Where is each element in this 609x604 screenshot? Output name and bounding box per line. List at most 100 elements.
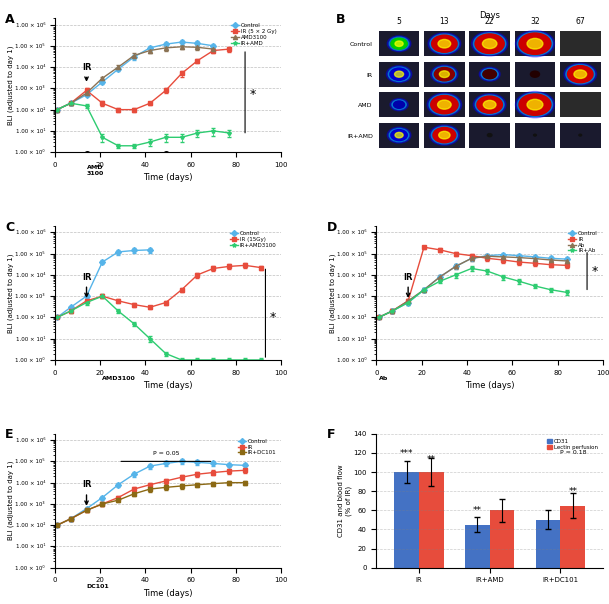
Text: F: F <box>326 428 335 442</box>
Text: IR: IR <box>82 480 91 504</box>
Circle shape <box>391 38 407 49</box>
Text: 13: 13 <box>440 17 449 26</box>
Text: *: * <box>250 88 256 101</box>
Y-axis label: CD31 and blood flow
(% of IR): CD31 and blood flow (% of IR) <box>339 464 352 537</box>
Text: 5: 5 <box>396 17 401 26</box>
Circle shape <box>391 130 407 141</box>
Circle shape <box>566 65 595 84</box>
Text: AMD
3100: AMD 3100 <box>86 165 104 176</box>
Text: C: C <box>5 220 14 234</box>
Y-axis label: BLI (adjusted to day 1): BLI (adjusted to day 1) <box>7 461 14 541</box>
Text: E: E <box>5 428 13 442</box>
Circle shape <box>517 93 552 117</box>
Circle shape <box>475 34 504 54</box>
Circle shape <box>434 68 454 81</box>
Circle shape <box>395 132 403 138</box>
Circle shape <box>475 95 504 114</box>
Text: 22: 22 <box>485 17 495 26</box>
Y-axis label: BLI (adjusted to day 1): BLI (adjusted to day 1) <box>7 253 14 333</box>
FancyBboxPatch shape <box>470 92 510 117</box>
Text: IR: IR <box>82 272 91 297</box>
Legend: CD31, Lectin perfusion: CD31, Lectin perfusion <box>544 437 600 452</box>
Circle shape <box>433 127 456 143</box>
Text: IR: IR <box>367 73 373 78</box>
Circle shape <box>473 33 506 55</box>
Text: IR: IR <box>82 63 91 80</box>
Bar <box>560 506 585 568</box>
Circle shape <box>568 66 593 83</box>
Circle shape <box>515 31 554 57</box>
FancyBboxPatch shape <box>379 92 420 117</box>
FancyBboxPatch shape <box>560 123 600 147</box>
X-axis label: Time (days): Time (days) <box>143 381 193 390</box>
FancyBboxPatch shape <box>470 123 510 147</box>
Circle shape <box>427 93 462 116</box>
Text: AMD3100: AMD3100 <box>102 376 136 381</box>
Text: DC101: DC101 <box>86 583 109 589</box>
Circle shape <box>479 67 500 81</box>
Circle shape <box>430 34 459 54</box>
Circle shape <box>438 39 451 48</box>
Text: P = 0.18: P = 0.18 <box>560 450 586 455</box>
Circle shape <box>432 66 456 82</box>
Text: B: B <box>336 13 345 26</box>
X-axis label: Time (days): Time (days) <box>143 173 193 182</box>
Bar <box>536 520 560 568</box>
Text: **: ** <box>427 455 436 464</box>
Text: Days: Days <box>479 11 500 20</box>
FancyBboxPatch shape <box>560 92 600 117</box>
FancyBboxPatch shape <box>470 31 510 56</box>
Circle shape <box>387 127 411 143</box>
Circle shape <box>527 99 543 110</box>
FancyBboxPatch shape <box>379 62 420 86</box>
Legend: Control, IR (5 × 2 Gy), AMD3100, IR+AMD: Control, IR (5 × 2 Gy), AMD3100, IR+AMD <box>228 21 278 48</box>
Circle shape <box>432 35 457 52</box>
Circle shape <box>393 101 404 108</box>
Legend: Control, IR (15Gy), IR+AMD3100: Control, IR (15Gy), IR+AMD3100 <box>227 229 278 250</box>
Circle shape <box>390 68 408 80</box>
FancyBboxPatch shape <box>424 123 465 147</box>
Circle shape <box>395 41 403 47</box>
FancyBboxPatch shape <box>470 62 510 86</box>
Text: 67: 67 <box>576 17 585 26</box>
Circle shape <box>564 63 597 85</box>
Circle shape <box>579 134 582 136</box>
Circle shape <box>483 69 496 79</box>
Text: 32: 32 <box>530 17 540 26</box>
Circle shape <box>389 129 409 142</box>
Circle shape <box>515 92 554 118</box>
Circle shape <box>431 65 458 83</box>
Circle shape <box>481 68 498 80</box>
Text: IR+AMD: IR+AMD <box>347 134 373 139</box>
Text: Ab: Ab <box>379 376 388 381</box>
Circle shape <box>428 33 460 55</box>
Text: D: D <box>326 220 337 234</box>
Circle shape <box>389 37 409 50</box>
FancyBboxPatch shape <box>379 123 420 147</box>
FancyBboxPatch shape <box>515 31 555 56</box>
Text: AMD: AMD <box>358 103 373 108</box>
FancyBboxPatch shape <box>424 92 465 117</box>
Circle shape <box>431 95 458 114</box>
Text: IR: IR <box>403 272 413 297</box>
Bar <box>490 510 515 568</box>
Circle shape <box>395 71 404 77</box>
Circle shape <box>438 131 450 139</box>
Circle shape <box>530 71 540 77</box>
Circle shape <box>438 100 451 109</box>
Circle shape <box>519 33 551 54</box>
Bar <box>419 472 444 568</box>
FancyBboxPatch shape <box>515 123 555 147</box>
Text: ***: *** <box>400 449 414 458</box>
Text: **: ** <box>568 487 577 496</box>
Bar <box>465 525 490 568</box>
Circle shape <box>517 32 552 56</box>
Legend: Control, IR, Ab, IR+Ab: Control, IR, Ab, IR+Ab <box>566 229 600 255</box>
Circle shape <box>533 134 537 136</box>
Text: P = 0.05: P = 0.05 <box>152 451 179 456</box>
Circle shape <box>471 31 508 56</box>
Circle shape <box>392 100 406 109</box>
Circle shape <box>477 96 502 113</box>
Circle shape <box>386 66 412 83</box>
Circle shape <box>527 39 543 49</box>
